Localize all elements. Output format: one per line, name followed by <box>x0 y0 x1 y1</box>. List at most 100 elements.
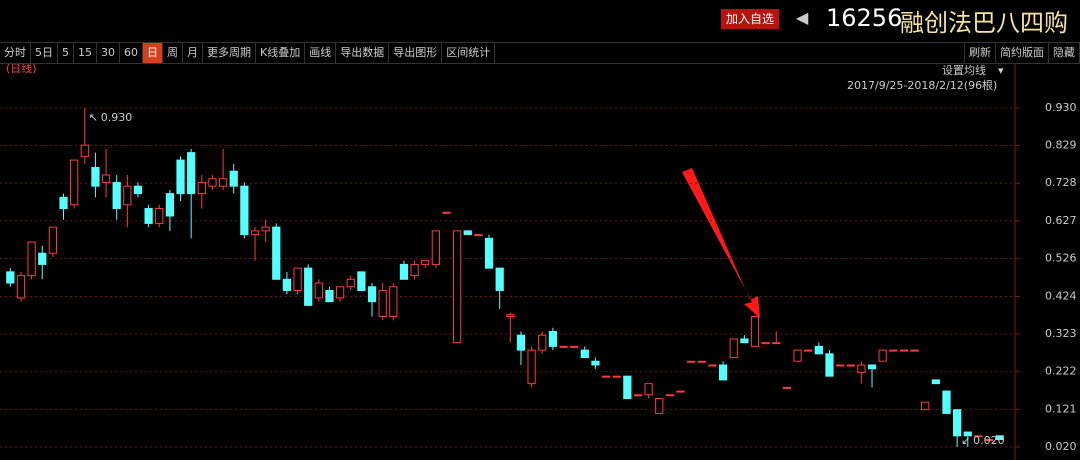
toolbar-item[interactable]: 分时 <box>0 43 31 63</box>
candle-body <box>835 364 845 367</box>
candle-body <box>91 167 100 187</box>
candle-body <box>942 390 951 414</box>
candle-body <box>761 342 770 345</box>
candle-body <box>484 237 494 269</box>
candle-body <box>453 230 462 344</box>
candle-body <box>825 353 834 377</box>
candle-body <box>878 349 887 362</box>
candle-body <box>516 334 526 351</box>
low-arrow: ↙ <box>961 434 970 447</box>
candle-body <box>506 314 515 318</box>
y-tick-label: 0.930 <box>1045 101 1077 114</box>
candle-body <box>846 364 855 367</box>
candle-body <box>655 398 664 414</box>
candle-body <box>867 364 877 370</box>
candle-body <box>399 263 409 280</box>
candle-body <box>431 230 440 265</box>
toolbar-item[interactable]: 隐藏 <box>1049 43 1080 63</box>
back-icon[interactable]: ◀ <box>796 8 809 27</box>
toolbar-item[interactable]: 刷新 <box>965 43 996 63</box>
toolbar-item[interactable]: 区间统计 <box>442 43 496 63</box>
candle-body <box>527 349 536 385</box>
candle-body <box>335 286 345 299</box>
candle-body <box>538 334 547 351</box>
candle-body <box>250 230 260 236</box>
candle-body <box>676 390 685 393</box>
candle-body <box>953 409 962 437</box>
period-label: (日线) <box>6 61 37 75</box>
toolbar-item[interactable]: 5 <box>58 43 74 63</box>
toolbar-item[interactable]: 周 <box>163 43 183 63</box>
candle-body <box>378 289 387 318</box>
toolbar-item[interactable]: 画线 <box>305 43 337 63</box>
header: 加入自选 ◀ 16256 融创法巴八四购 <box>0 0 1080 40</box>
candle-body <box>304 267 313 306</box>
toolbar: 分时 5日 5 15 30 60 日 周 月 更多周期 K线叠加 画线 导出数据… <box>0 42 1080 64</box>
candle-body <box>208 178 217 187</box>
candle-body <box>644 383 653 396</box>
y-tick-label: 0.020 <box>1045 440 1077 453</box>
y-tick-label: 0.627 <box>1045 214 1077 227</box>
arrow <box>682 168 760 318</box>
candle-body <box>165 193 175 217</box>
toolbar-item[interactable]: 导出图形 <box>389 43 443 63</box>
candle-body <box>112 181 121 210</box>
stock-code: 16256 <box>826 4 903 32</box>
candle-body <box>495 267 504 291</box>
toolbar-item-selected[interactable]: 日 <box>143 43 163 63</box>
candle-body <box>101 174 111 183</box>
add-watchlist-button[interactable]: 加入自选 <box>721 9 779 29</box>
candle-body <box>261 226 270 232</box>
candle-body <box>357 271 366 291</box>
low-label: 0.020 <box>973 434 1005 447</box>
candle-body <box>580 349 589 359</box>
candle-body <box>59 196 68 210</box>
candle-body <box>463 230 472 236</box>
candle-body <box>899 349 909 352</box>
range-label: 2017/9/25-2018/2/12(96根) <box>847 78 997 92</box>
toolbar-item[interactable]: 导出数据 <box>336 43 390 63</box>
candle-body <box>367 286 377 303</box>
candle-body <box>240 185 249 236</box>
candle-body <box>314 282 323 299</box>
candle-body <box>974 435 983 438</box>
spacer <box>495 43 965 63</box>
candle-body <box>442 211 451 214</box>
candle-body <box>995 435 1004 441</box>
candle-body <box>410 263 419 277</box>
candle-body <box>931 379 940 385</box>
stock-name: 融创法巴八四购 <box>900 9 1068 37</box>
toolbar-item[interactable]: 5日 <box>31 43 58 63</box>
candle-body <box>272 226 281 280</box>
toolbar-item[interactable]: 简约版面 <box>996 43 1049 63</box>
candle-body <box>176 159 185 195</box>
candle-body <box>889 349 898 352</box>
candle-body <box>963 431 972 437</box>
toolbar-item[interactable]: 60 <box>120 43 143 63</box>
candle-body <box>421 260 430 265</box>
candle-body <box>123 185 132 206</box>
ma-setting[interactable]: 设置均线 <box>942 63 986 77</box>
toolbar-item[interactable]: 月 <box>183 43 203 63</box>
candle-body <box>155 208 164 224</box>
candle-body <box>389 286 398 318</box>
toolbar-item[interactable]: 更多周期 <box>203 43 256 63</box>
candle-body <box>144 208 153 224</box>
candle-body <box>623 375 632 400</box>
candle-body <box>857 364 866 373</box>
candle-body <box>910 349 919 352</box>
candle-body <box>6 271 15 284</box>
toolbar-item[interactable]: K线叠加 <box>256 43 306 63</box>
toolbar-item[interactable]: 30 <box>97 43 120 63</box>
candle-body <box>218 178 228 187</box>
candle-body <box>27 241 36 277</box>
candle-body <box>282 278 292 291</box>
high-arrow: ↖ <box>89 111 98 124</box>
y-tick-label: 0.424 <box>1045 289 1077 302</box>
toolbar-item[interactable]: 15 <box>74 43 97 63</box>
y-tick-label: 0.829 <box>1045 139 1077 152</box>
candle-body <box>687 360 696 363</box>
candle-body <box>633 394 643 397</box>
candle-body <box>38 252 47 265</box>
